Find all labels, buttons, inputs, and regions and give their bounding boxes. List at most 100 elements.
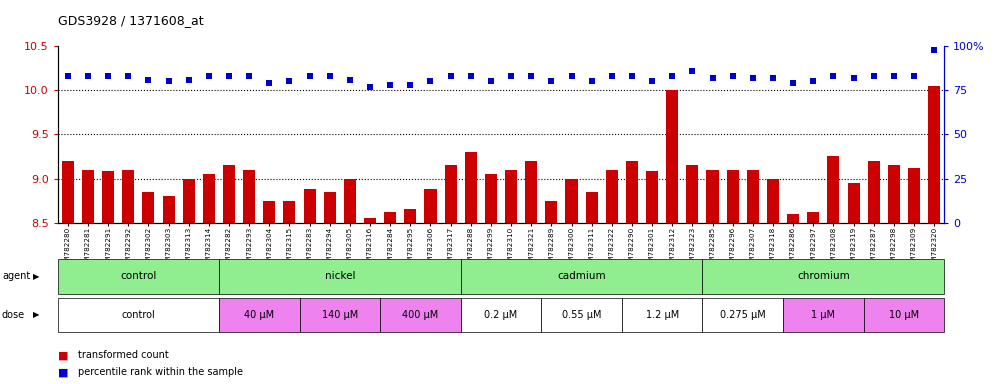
Bar [424,189,436,223]
Bar [686,165,698,223]
Point [342,76,358,83]
Bar [606,170,618,223]
Text: agent: agent [2,271,30,281]
Bar [404,210,416,223]
Bar [868,161,879,223]
Point [745,75,761,81]
Text: 0.2 μM: 0.2 μM [484,310,518,320]
Text: dose: dose [2,310,25,320]
Text: chromium: chromium [797,271,850,281]
Bar [747,170,759,223]
Bar [666,90,678,223]
Point [664,73,680,79]
Bar [324,192,336,223]
Bar [706,170,718,223]
Point [302,73,318,79]
Point [765,75,781,81]
Point [140,76,156,83]
Bar [525,161,537,223]
Bar [344,179,356,223]
Bar [444,165,457,223]
Point [564,73,580,79]
Bar [465,152,477,223]
Text: 1.2 μM: 1.2 μM [645,310,679,320]
Text: GDS3928 / 1371608_at: GDS3928 / 1371608_at [58,14,203,27]
Bar [123,170,134,223]
Bar [284,201,296,223]
Text: percentile rank within the sample: percentile rank within the sample [78,367,243,377]
Bar [142,192,154,223]
Point [503,73,519,79]
Bar [203,174,215,223]
Text: cadmium: cadmium [557,271,606,281]
Text: ▶: ▶ [33,272,40,281]
Bar [566,179,578,223]
Text: 140 μM: 140 μM [322,310,358,320]
Text: ■: ■ [58,367,69,377]
Bar [586,192,598,223]
Text: control: control [121,271,156,281]
Bar [62,161,74,223]
Point [684,68,700,74]
Point [604,73,620,79]
Bar [787,214,799,223]
Bar [767,179,779,223]
Text: 0.55 μM: 0.55 μM [562,310,602,320]
Bar [928,86,940,223]
Bar [828,157,840,223]
Bar [807,212,820,223]
Bar [223,165,235,223]
Text: 1 μM: 1 μM [812,310,836,320]
Point [866,73,881,79]
Bar [848,183,860,223]
Text: ■: ■ [58,350,69,360]
Point [261,80,277,86]
Point [544,78,560,84]
Point [826,73,842,79]
Point [704,75,720,81]
Bar [625,161,638,223]
Point [806,78,822,84]
Point [282,78,298,84]
Bar [646,172,658,223]
Bar [727,170,739,223]
Point [101,73,117,79]
Bar [304,189,316,223]
Bar [182,179,195,223]
Bar [384,212,396,223]
Point [382,82,398,88]
Point [402,82,418,88]
Point [180,76,196,83]
Point [463,73,479,79]
Text: control: control [122,310,155,320]
Point [725,73,741,79]
Point [623,73,639,79]
Point [322,73,338,79]
Bar [908,168,920,223]
Bar [364,218,376,223]
Point [60,73,76,79]
Text: 10 μM: 10 μM [888,310,919,320]
Text: 40 μM: 40 μM [244,310,274,320]
Point [483,78,499,84]
Point [80,73,96,79]
Point [906,73,922,79]
Point [442,73,458,79]
Bar [505,170,517,223]
Point [363,84,378,90]
Point [846,75,862,81]
Point [201,73,217,79]
Point [644,78,660,84]
Text: nickel: nickel [325,271,355,281]
Point [785,80,801,86]
Text: ▶: ▶ [33,310,40,319]
Bar [485,174,497,223]
Point [523,73,539,79]
Point [160,78,176,84]
Point [584,78,600,84]
Text: 400 μM: 400 μM [402,310,438,320]
Bar [887,165,900,223]
Bar [162,196,174,223]
Point [885,73,901,79]
Point [221,73,237,79]
